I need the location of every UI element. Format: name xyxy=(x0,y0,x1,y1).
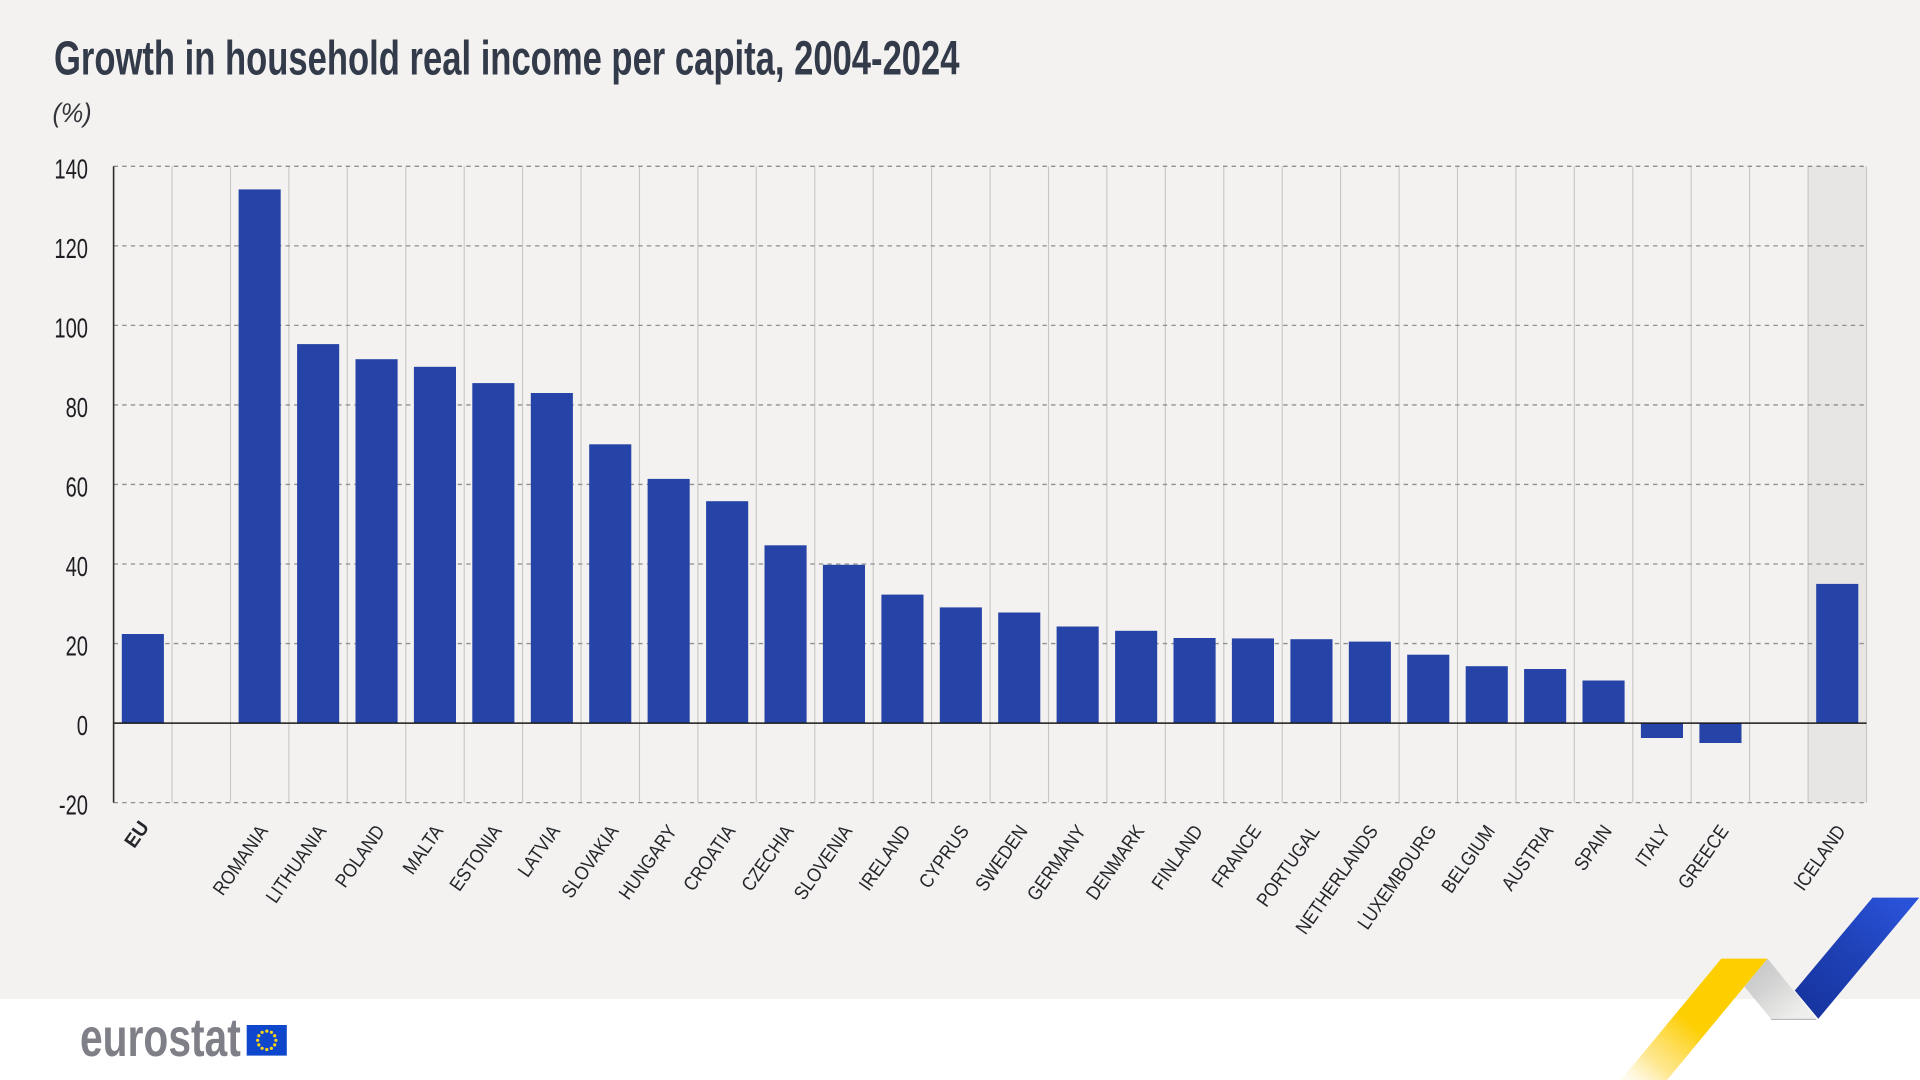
svg-text:120: 120 xyxy=(54,234,88,265)
svg-text:-20: -20 xyxy=(59,790,88,821)
svg-text:Growth in household real incom: Growth in household real income per capi… xyxy=(54,31,960,85)
svg-text:80: 80 xyxy=(66,393,88,424)
svg-text:(%): (%) xyxy=(53,99,92,128)
svg-text:0: 0 xyxy=(77,711,88,742)
svg-text:60: 60 xyxy=(66,472,88,503)
svg-text:100: 100 xyxy=(54,313,88,344)
svg-text:eurostat: eurostat xyxy=(80,1009,241,1069)
svg-text:40: 40 xyxy=(66,552,88,583)
svg-text:20: 20 xyxy=(66,631,88,662)
svg-text:140: 140 xyxy=(54,154,88,185)
